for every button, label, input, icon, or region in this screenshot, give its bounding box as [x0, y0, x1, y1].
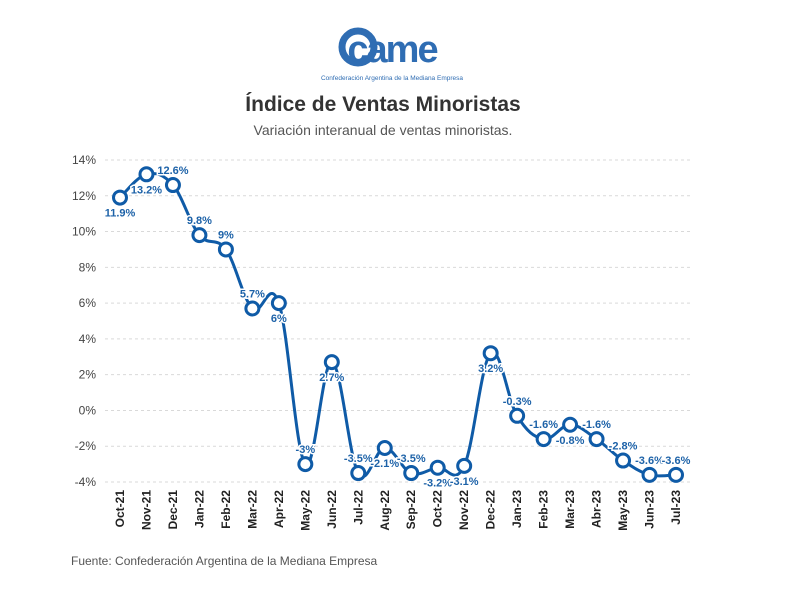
came-logo: came Confederación Argentina de la Media…	[321, 27, 463, 82]
x-tick-label: Jul-23	[669, 490, 683, 525]
data-point	[191, 227, 208, 244]
y-tick-label: 14%	[72, 153, 96, 167]
data-label: -1.6%	[582, 419, 611, 431]
x-tick-label: Aug-22	[378, 490, 392, 531]
data-label: -0.8%	[556, 435, 585, 447]
data-point	[350, 465, 367, 482]
x-tick-label: Jan-23	[510, 490, 524, 528]
x-axis: Oct-21 Nov-21 Dec-21 Jan-22 Feb-22 Mar-22 Apr-…	[113, 490, 683, 531]
data-label: 6%	[271, 313, 287, 325]
x-tick-label: Jan-22	[192, 490, 206, 528]
data-point	[615, 452, 632, 469]
y-tick-label: 2%	[79, 368, 97, 382]
y-axis: -4% -2% 0% 2% 4% 6% 8% 10% 12% 14%	[72, 153, 96, 489]
logo-tagline: Confederación Argentina de la Mediana Em…	[321, 75, 463, 82]
y-tick-label: 12%	[72, 189, 96, 203]
data-label: 9.8%	[187, 215, 212, 227]
y-tick-label: -2%	[75, 439, 97, 453]
x-tick-label: May-22	[298, 490, 312, 531]
data-point	[641, 466, 658, 483]
data-point	[164, 177, 181, 194]
chart-subtitle: Variación interanual de ventas minorista…	[254, 122, 513, 138]
chart-title: Índice de Ventas Minoristas	[245, 93, 520, 116]
data-label: 13.2%	[131, 184, 162, 196]
y-tick-label: 6%	[79, 296, 97, 310]
x-tick-label: Jun-22	[325, 490, 339, 529]
y-tick-label: 10%	[72, 225, 96, 239]
x-tick-label: Feb-22	[219, 490, 233, 529]
x-tick-label: Dec-21	[166, 490, 180, 530]
x-tick-label: Abr-23	[590, 490, 604, 528]
data-label: -3%	[296, 444, 316, 456]
x-tick-label: Jul-22	[351, 490, 365, 525]
y-tick-label: 0%	[79, 403, 97, 417]
data-label: -2.1%	[370, 458, 399, 470]
data-label: -3.1%	[450, 476, 479, 488]
data-point	[535, 431, 552, 448]
data-label: -1.6%	[529, 419, 558, 431]
x-tick-label: Dec-22	[484, 490, 498, 530]
data-point	[297, 456, 314, 473]
x-tick-label: Jun-23	[643, 490, 657, 529]
y-tick-label: 4%	[79, 332, 97, 346]
data-label: -3.6%	[662, 455, 691, 467]
data-point	[244, 300, 261, 317]
data-point	[509, 407, 526, 424]
data-point	[456, 457, 473, 474]
data-label: 2.7%	[319, 372, 344, 384]
x-tick-label: Nov-22	[457, 490, 471, 530]
data-point	[270, 295, 287, 312]
data-point	[588, 431, 605, 448]
data-labels: 11.9%13.2%12.6%9.8%9%5.7%6%-3%2.7%-3.5%-…	[103, 164, 692, 492]
x-tick-label: Sep-22	[404, 490, 418, 530]
y-tick-label: 8%	[79, 260, 97, 274]
data-point	[668, 466, 684, 483]
data-label: -2.8%	[609, 441, 638, 453]
data-point	[429, 459, 446, 476]
y-tick-label: -4%	[75, 475, 97, 489]
x-tick-label: Oct-22	[431, 490, 445, 528]
x-tick-label: Mar-22	[245, 490, 259, 529]
data-point	[562, 416, 579, 433]
data-label: -3.2%	[423, 478, 452, 490]
data-label: 5.7%	[240, 288, 265, 300]
x-tick-label: May-23	[616, 490, 630, 531]
data-label: -0.3%	[503, 396, 532, 408]
x-tick-label: Feb-23	[537, 490, 551, 529]
source-note: Fuente: Confederación Argentina de la Me…	[71, 554, 378, 568]
data-label: -3.5%	[397, 453, 426, 465]
logo-ring-icon	[338, 27, 378, 67]
x-tick-label: Apr-22	[272, 490, 286, 528]
logo-wordmark: came	[347, 29, 437, 71]
data-label: 3.2%	[478, 363, 503, 375]
data-point	[482, 345, 499, 362]
data-label: 11.9%	[105, 208, 136, 220]
x-tick-label: Oct-21	[113, 490, 127, 528]
x-tick-label: Nov-21	[139, 490, 153, 530]
data-point	[323, 354, 340, 371]
data-point	[403, 465, 420, 482]
data-point	[217, 241, 234, 258]
data-point	[376, 440, 393, 457]
data-point	[112, 189, 128, 206]
x-tick-label: Mar-23	[563, 490, 577, 529]
data-label: -3.5%	[344, 453, 373, 465]
data-label: 12.6%	[157, 165, 188, 177]
data-label: -3.6%	[635, 455, 664, 467]
data-points	[112, 166, 684, 483]
data-point	[138, 166, 155, 183]
data-label: 9%	[218, 229, 234, 241]
